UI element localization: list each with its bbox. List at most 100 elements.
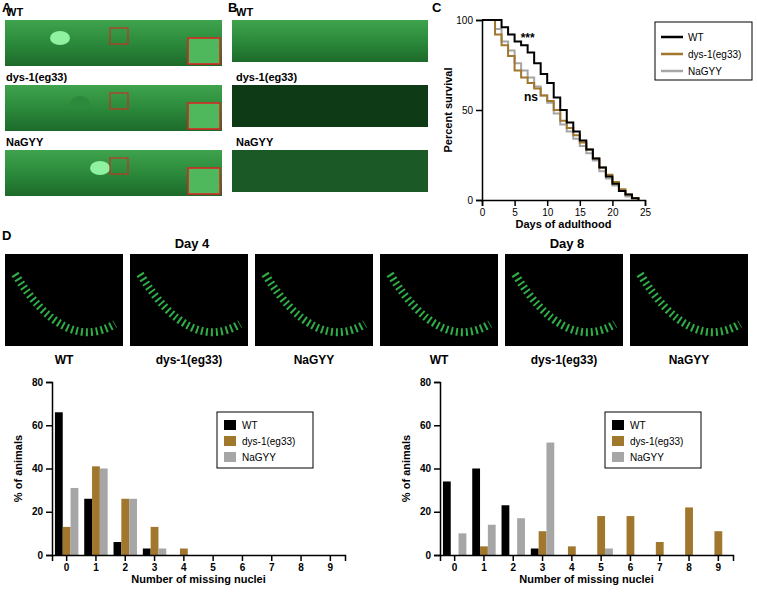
plot-area	[482, 20, 638, 200]
tick-label: 0	[467, 195, 473, 206]
tick-label: 6	[628, 562, 634, 573]
legend-box	[217, 412, 313, 468]
tick-label: 80	[420, 377, 432, 388]
row-label: dys-1(eg33)	[236, 71, 297, 83]
bar	[121, 499, 129, 555]
y-tick: 40	[420, 463, 440, 474]
row-label: dys-1(eg33)	[6, 71, 67, 83]
panel-a: WTdys-1(eg33)NaGYY	[5, 6, 222, 196]
panel-d-images: WTdys-1(eg33)NaGYYWTdys-1(eg33)NaGYY	[5, 254, 748, 367]
y-tick: 0	[37, 550, 52, 561]
micrograph-nucleus	[50, 31, 70, 45]
legend: WTdys-1(eg33)NaGYY	[605, 412, 701, 468]
tick-mark	[542, 555, 544, 561]
tick-mark	[434, 512, 440, 514]
survival-chart: 0510152025050100 Days of adulthood Percent…	[442, 15, 752, 230]
image-label: WT	[55, 353, 74, 367]
axis: 050100	[456, 15, 482, 206]
survival-line	[482, 20, 638, 200]
axis: 0123456789	[441, 555, 734, 573]
legend-swatch	[661, 70, 683, 73]
legend: WTdys-1(eg33)NaGYY	[217, 412, 313, 468]
tick-mark	[434, 468, 440, 470]
inset-box	[110, 158, 128, 174]
tick-label: 0	[425, 550, 431, 561]
micrograph	[630, 254, 748, 346]
tick-label: 0	[480, 207, 486, 218]
x-tick: 6	[628, 555, 634, 573]
axis-line	[434, 383, 441, 556]
axis-line	[441, 556, 734, 562]
x-tick: 2	[510, 555, 516, 573]
worm	[140, 274, 240, 332]
bar	[605, 549, 613, 555]
panel-letter: C	[432, 0, 442, 15]
y-tick: 20	[32, 506, 52, 517]
y-tick: 60	[32, 420, 52, 431]
y-axis-title: Percent survival	[442, 68, 454, 153]
bar	[151, 527, 159, 555]
micrograph-nucleus	[90, 161, 110, 175]
image-label: NaGYY	[294, 353, 335, 367]
tick-mark	[476, 20, 482, 22]
tick-label: 4	[569, 562, 575, 573]
bar	[84, 499, 92, 555]
x-axis-title: Days of adulthood	[516, 218, 612, 230]
axis: 0123456789	[53, 555, 346, 573]
tick-mark	[718, 555, 720, 561]
annotation: ns	[524, 90, 538, 104]
axis-line	[476, 21, 483, 201]
tick-label: 20	[420, 506, 432, 517]
x-tick: 7	[269, 555, 275, 573]
tick-label: 2	[122, 562, 128, 573]
x-tick: 0	[480, 200, 486, 218]
worm	[640, 274, 740, 332]
tick-mark	[154, 555, 156, 561]
micrograph	[232, 85, 428, 127]
tick-mark	[330, 555, 332, 561]
x-tick: 5	[210, 555, 216, 573]
micrograph	[232, 150, 428, 192]
y-tick: 40	[32, 463, 52, 474]
micrograph	[255, 254, 373, 346]
tick-mark	[95, 555, 97, 561]
bar-chart: Day 80123456789020406080Number of missin…	[400, 236, 734, 585]
bar	[443, 481, 451, 555]
axis: 0510152025	[480, 200, 652, 218]
legend-label: NaGYY	[688, 66, 722, 77]
tick-mark	[434, 382, 440, 384]
x-tick: 7	[657, 555, 663, 573]
row-label: WT	[6, 6, 23, 18]
figure: ABCDWTdys-1(eg33)NaGYYWTdys-1(eg33)NaGYY…	[0, 0, 757, 598]
axis: 0 20 40 60 80	[32, 377, 53, 561]
tick-label: 4	[181, 562, 187, 573]
tick-mark	[580, 200, 582, 206]
x-tick: 8	[686, 555, 692, 573]
row-label: NaGYY	[236, 136, 274, 148]
tick-mark	[212, 555, 214, 561]
tick-mark	[242, 555, 244, 561]
bar	[92, 466, 100, 555]
tick-mark	[434, 555, 440, 557]
x-tick: 10	[542, 200, 554, 218]
bar	[539, 531, 547, 555]
tick-mark	[434, 425, 440, 427]
axis-line	[53, 556, 346, 562]
legend-label: NaGYY	[242, 452, 276, 463]
tick-mark	[46, 382, 52, 384]
y-axis-title: % of animals	[12, 435, 24, 502]
legend-swatch	[224, 436, 236, 446]
tick-mark	[547, 200, 549, 206]
bar	[480, 546, 488, 555]
worm	[265, 274, 365, 332]
legend-label: dys-1(eg33)	[242, 436, 295, 447]
micrograph	[5, 150, 222, 196]
inset	[188, 38, 220, 64]
annotation: ***	[521, 31, 535, 45]
bar	[129, 499, 137, 555]
tick-label: 9	[716, 562, 722, 573]
plot-area	[55, 412, 188, 555]
legend-label: dys-1(eg33)	[688, 49, 741, 60]
bar	[100, 469, 108, 556]
tick-label: 80	[32, 377, 44, 388]
